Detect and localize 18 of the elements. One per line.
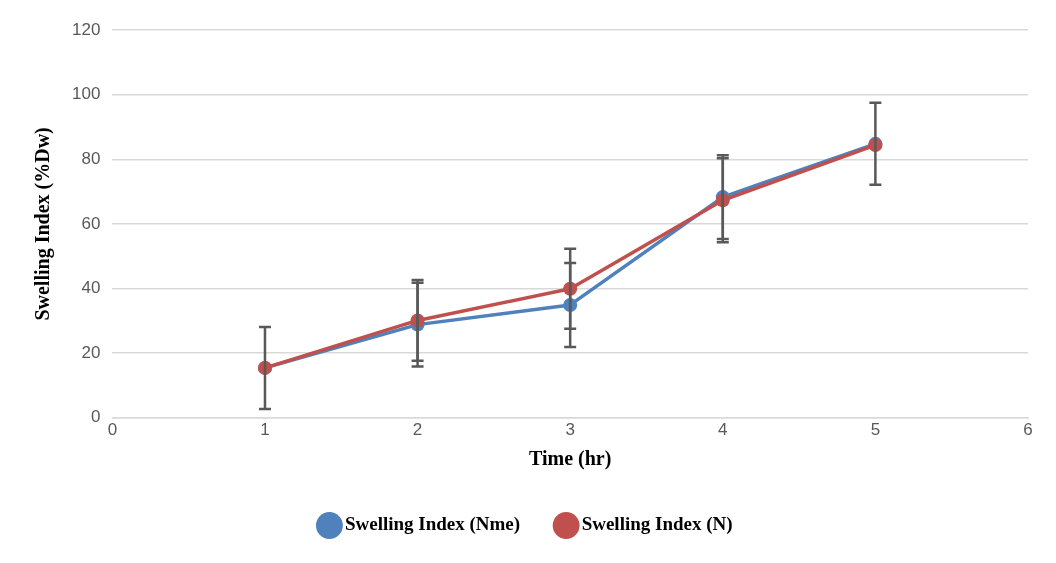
x-axis-title: Time (hr)	[528, 447, 612, 471]
y-tick-label: 100	[71, 84, 101, 104]
y-tick-label: 20	[81, 342, 101, 362]
x-tick-label: 6	[1023, 420, 1033, 440]
y-tick-label: 80	[81, 149, 101, 169]
x-tick-label: 4	[718, 420, 728, 440]
y-axis-title: Swelling Index (%Dw)	[31, 127, 55, 321]
y-tick-label: 60	[81, 213, 101, 233]
x-tick-label: 3	[565, 420, 575, 440]
x-tick-label: 0	[107, 420, 118, 440]
y-tick-label: 120	[71, 19, 101, 39]
y-tick-label: 0	[90, 407, 101, 427]
legend-label: Swelling Index (N)	[581, 513, 733, 536]
legend-label: Swelling Index (Nme)	[344, 513, 521, 536]
x-tick-label: 1	[260, 420, 270, 440]
x-tick-label: 2	[412, 420, 423, 440]
x-tick-label: 5	[870, 420, 881, 440]
y-tick-label: 40	[81, 278, 101, 298]
